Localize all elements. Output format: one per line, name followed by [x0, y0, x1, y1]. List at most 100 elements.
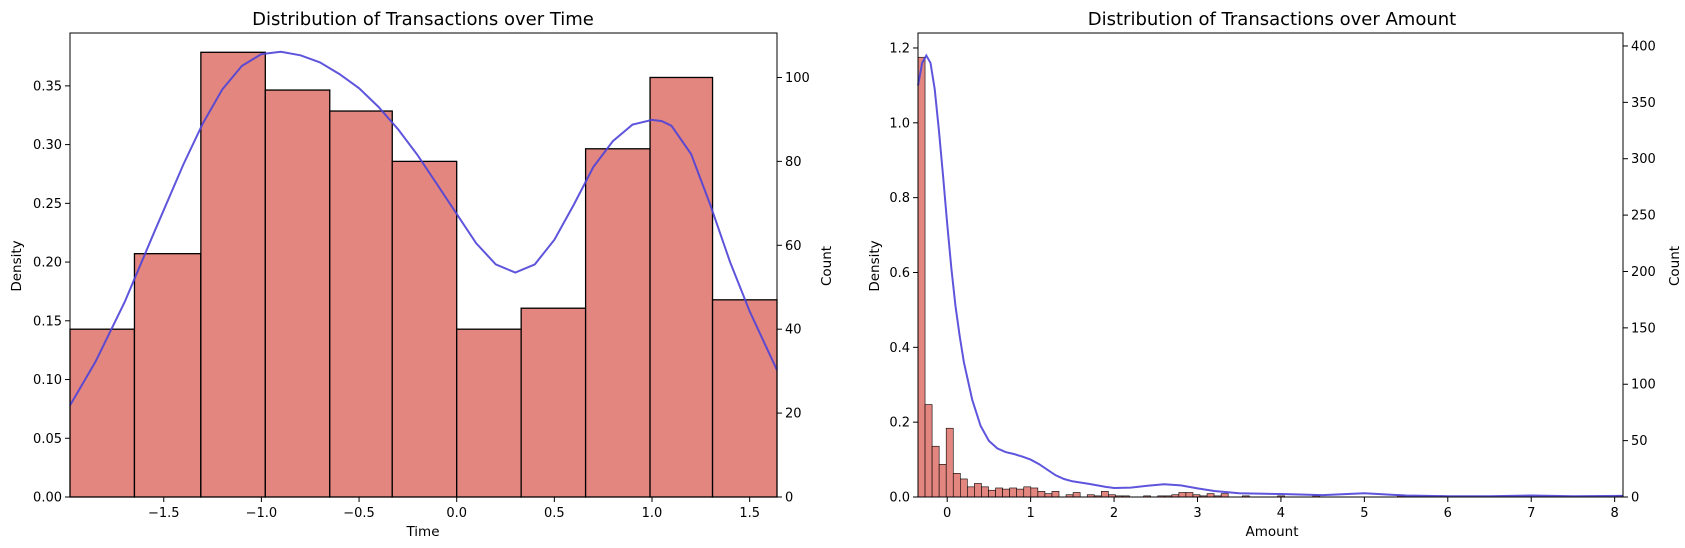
kde-curve	[917, 53, 1624, 498]
histogram-bar	[133, 253, 202, 498]
y-right-axis-label: Count	[1667, 246, 1683, 286]
y-right-tick-label: 400	[1631, 39, 1656, 54]
x-axis-label: Time	[405, 524, 439, 540]
y-right-tick-label: 0	[1631, 491, 1639, 506]
histogram-bars	[917, 56, 1624, 498]
histogram-bar	[264, 89, 331, 498]
y-tick-label: 0.25	[33, 197, 62, 212]
y-right-tick-label: 200	[1631, 265, 1656, 280]
y-right-axis-label: Count	[819, 246, 835, 286]
y-right-axis-ticks: 0 50 100 150 200 250 300 350 400	[1623, 39, 1656, 506]
y-tick-label: 1.0	[889, 116, 910, 131]
plot-frame	[69, 32, 778, 498]
y-right-tick-label: 150	[1631, 321, 1656, 336]
histogram-bar	[917, 56, 926, 498]
x-tick-label: 7	[1527, 506, 1535, 521]
x-tick-label: 1.0	[642, 506, 663, 521]
x-tick-label: 1	[1026, 506, 1034, 521]
y-tick-label: 0.0	[889, 491, 910, 506]
histogram-bar	[938, 464, 947, 498]
histogram-bar	[1206, 493, 1215, 498]
histogram-bar	[1009, 487, 1018, 498]
x-tick-label: 6	[1444, 506, 1452, 521]
x-tick-label: 0.5	[544, 506, 565, 521]
histogram-bar	[1023, 486, 1032, 498]
histogram-bar	[988, 489, 996, 498]
y-right-tick-label: 100	[1631, 378, 1656, 393]
histogram-bar	[967, 486, 975, 498]
histogram-bar	[1044, 493, 1053, 498]
y-tick-label: 0.15	[33, 314, 62, 329]
histogram-bar	[584, 148, 651, 498]
y-right-tick-label: 250	[1631, 209, 1656, 224]
y-tick-label: 0.10	[33, 373, 62, 388]
y-tick-label: 0.20	[33, 256, 62, 271]
histogram-bar	[945, 427, 954, 498]
y-right-tick-label: 50	[1631, 434, 1648, 449]
chart-title: Distribution of Transactions over Time	[252, 9, 594, 30]
plot-frame	[917, 32, 1624, 498]
x-tick-label: −1.5	[148, 506, 180, 521]
histogram-bar	[69, 328, 136, 498]
chart-title: Distribution of Transactions over Amount	[1088, 9, 1456, 30]
histogram-bar	[1072, 492, 1081, 498]
y-axis-ticks: 0.00 0.05 0.10 0.15 0.20 0.25 0.30 0.35	[33, 79, 70, 506]
histogram-bar	[1037, 491, 1046, 498]
y-axis-ticks: 0.0 0.2 0.4 0.6 0.8 1.0 1.2	[889, 41, 918, 506]
y-tick-label: 0.30	[33, 138, 62, 153]
histogram-bar	[391, 160, 458, 498]
y-axis-label: Density	[867, 240, 883, 291]
y-axis-label: Density	[9, 240, 25, 291]
histogram-bar	[981, 486, 989, 498]
chart-time: Distribution of Transactions over Time −…	[9, 9, 835, 540]
histogram-bar	[1178, 492, 1187, 498]
y-tick-label: 0.2	[889, 416, 910, 431]
x-tick-label: 0.0	[446, 506, 467, 521]
histogram-bar	[1002, 488, 1010, 498]
y-tick-label: 0.4	[889, 341, 910, 356]
kde-line	[69, 50, 778, 406]
x-axis-ticks: −1.5 −1.0 −0.5 0.0 0.5 1.0 1.5	[148, 497, 760, 521]
y-right-tick-label: 300	[1631, 152, 1656, 167]
histogram-bar	[931, 445, 940, 498]
chart-amount: Distribution of Transactions over Amount…	[867, 9, 1683, 540]
histogram-bar	[1185, 492, 1194, 498]
x-axis-label: Amount	[1245, 524, 1298, 540]
x-tick-label: 8	[1611, 506, 1619, 521]
histogram-bars	[69, 51, 778, 498]
y-right-tick-label: 40	[785, 323, 802, 338]
y-right-tick-label: 0	[785, 491, 793, 506]
histogram-bar	[329, 110, 393, 498]
histogram-bar	[952, 473, 961, 498]
axes-frame	[917, 32, 1624, 498]
y-right-tick-label: 350	[1631, 96, 1656, 111]
x-tick-label: 5	[1360, 506, 1368, 521]
y-tick-label: 0.8	[889, 191, 910, 206]
x-tick-label: −1.0	[246, 506, 278, 521]
y-right-tick-label: 20	[785, 407, 802, 422]
axes-frame	[69, 32, 778, 498]
x-tick-label: 1.5	[739, 506, 760, 521]
kde-curve	[69, 50, 778, 406]
histogram-bar	[520, 307, 587, 498]
histogram-bar	[200, 51, 266, 498]
histogram-bar	[456, 328, 522, 498]
x-tick-label: −0.5	[343, 506, 375, 521]
x-axis-ticks: 0 1 2 3 4 5 6 7 8	[943, 497, 1619, 521]
histogram-bar	[1016, 488, 1025, 498]
histogram-bar	[924, 404, 933, 498]
histogram-bar	[1030, 487, 1039, 498]
histogram-bar	[649, 76, 714, 498]
x-tick-label: 3	[1193, 506, 1201, 521]
histogram-bar	[974, 483, 982, 498]
y-right-tick-label: 80	[785, 155, 802, 170]
histogram-bar	[1101, 491, 1109, 498]
histogram-bar	[995, 487, 1003, 498]
y-tick-label: 0.6	[889, 266, 910, 281]
y-tick-label: 0.00	[33, 491, 62, 506]
histogram-bar	[959, 478, 968, 498]
x-tick-label: 4	[1277, 506, 1285, 521]
y-tick-label: 0.35	[33, 79, 62, 94]
y-right-axis-ticks: 0 20 40 60 80 100	[777, 71, 810, 506]
